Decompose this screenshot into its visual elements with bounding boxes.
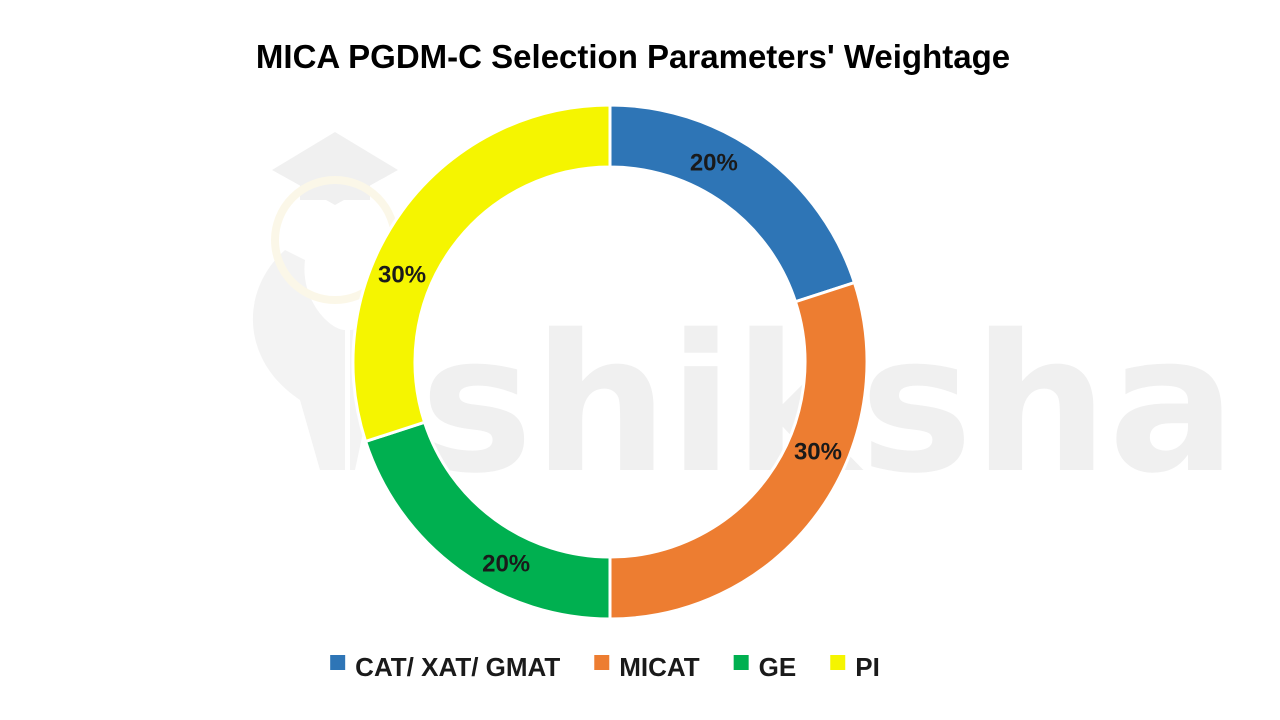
- legend-swatch-cat-xat-gmat: [330, 655, 346, 670]
- chart-legend: CAT/ XAT/ GMAT MICAT GE PI: [330, 652, 880, 682]
- donut-slices: [351, 103, 869, 621]
- legend-item-cat-xat-gmat: CAT/ XAT/ GMAT: [330, 652, 560, 682]
- slice-pi: [351, 103, 612, 444]
- data-label-pi: 30%: [378, 262, 426, 289]
- data-label-micat: 30%: [794, 438, 842, 465]
- legend-item-pi: PI: [830, 652, 880, 682]
- legend-item-ge: GE: [733, 652, 797, 682]
- legend-label-ge: GE: [759, 652, 797, 682]
- legend-label-cat-xat-gmat: CAT/ XAT/ GMAT: [355, 652, 560, 682]
- legend-swatch-micat: [594, 655, 610, 670]
- legend-label-micat: MICAT: [619, 652, 700, 682]
- data-labels: 20% 30% 20% 30%: [378, 149, 842, 577]
- legend-swatch-pi: [830, 655, 846, 670]
- legend-item-micat: MICAT: [594, 652, 700, 682]
- slice-micat: [608, 280, 869, 621]
- legend-swatch-ge: [733, 655, 749, 670]
- data-label-cat-xat-gmat: 20%: [690, 149, 738, 176]
- legend-label-pi: PI: [855, 652, 880, 682]
- chart-title: MICA PGDM-C Selection Parameters' Weight…: [256, 38, 1010, 75]
- bulb-shape: [252, 250, 345, 470]
- slice-cat-xat-gmat: [608, 103, 857, 304]
- data-label-ge: 20%: [482, 551, 530, 578]
